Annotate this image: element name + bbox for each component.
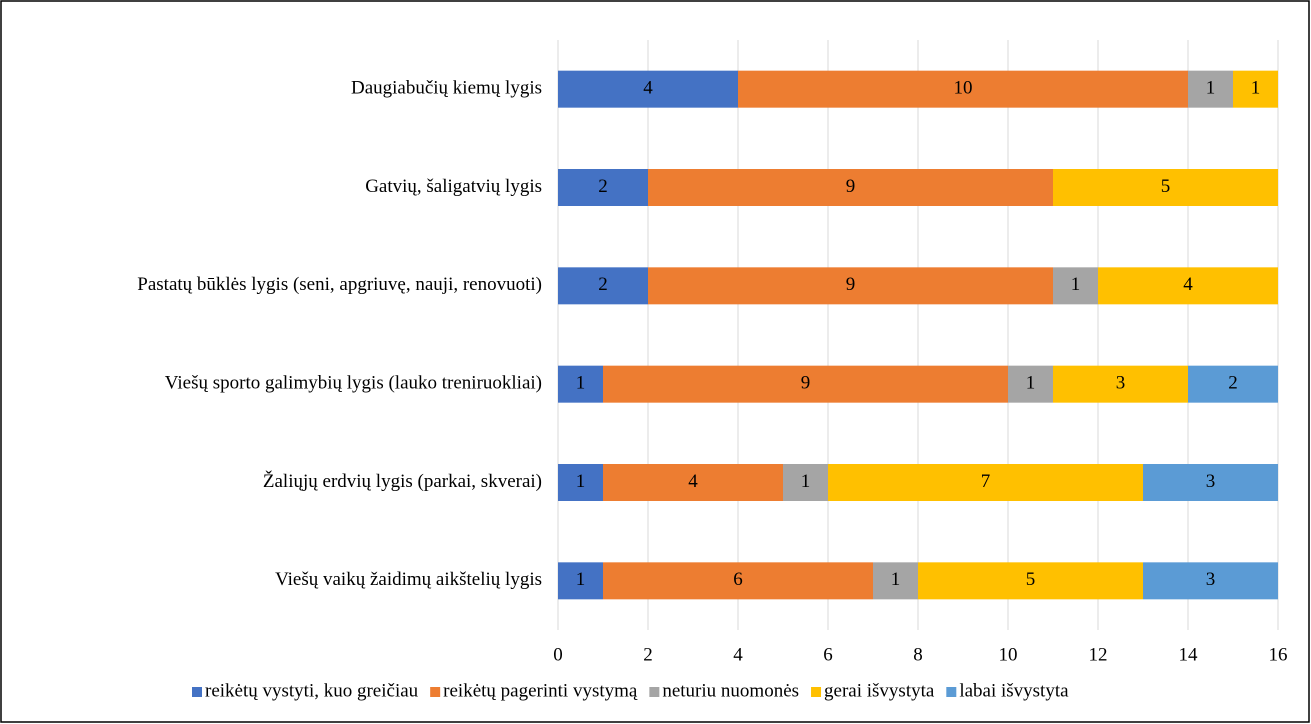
x-tick-label: 8 [913, 644, 923, 665]
bar-segment [558, 464, 603, 501]
legend-label: reikėtų vystyti, kuo greičiau [205, 680, 419, 701]
bar-segment [1143, 464, 1278, 501]
data-label: 1 [1206, 78, 1216, 99]
bar-segment [558, 562, 603, 600]
bar-segment [603, 464, 783, 501]
data-label: 9 [801, 373, 811, 394]
bar-segment [648, 267, 1053, 305]
bar-segment [1188, 365, 1278, 403]
bar-segment [1233, 70, 1278, 108]
x-tick-label: 10 [999, 644, 1018, 665]
data-label: 1 [576, 471, 586, 492]
data-label: 9 [846, 176, 856, 197]
legend-label: labai išvystyta [959, 680, 1069, 701]
legend-label: reikėtų pagerinti vystymą [443, 680, 638, 701]
bar-segment [603, 365, 1008, 403]
bar-segment [783, 464, 828, 501]
bar-segment [1008, 365, 1053, 403]
bar-segment [873, 562, 918, 600]
legend-swatch [192, 687, 202, 697]
data-label: 4 [688, 471, 698, 492]
y-tick-label: Viešų sporto galimybių lygis (lauko tren… [165, 373, 542, 394]
bar-segment [1188, 70, 1233, 108]
y-tick-label: Viešų vaikų žaidimų aikštelių lygis [275, 569, 542, 590]
bar-segment [1053, 365, 1188, 403]
y-tick-label: Žaliųjų erdvių lygis (parkai, skverai) [263, 470, 542, 492]
x-tick-label: 2 [643, 644, 653, 665]
data-label: 5 [1026, 569, 1036, 590]
bar-segment [558, 365, 603, 403]
data-label: 1 [576, 569, 586, 590]
data-label: 4 [643, 78, 653, 99]
bar-segment [648, 169, 1053, 206]
bar-segment [1053, 169, 1278, 206]
data-label: 1 [1026, 373, 1036, 394]
data-label: 2 [598, 176, 608, 197]
legend-swatch [430, 687, 441, 697]
bar-segment [828, 464, 1143, 501]
y-tick-label: Pastatų būklės lygis (seni, apgriuvę, na… [137, 274, 542, 295]
bar-segment [558, 267, 648, 305]
data-label: 3 [1206, 471, 1216, 492]
bar-segment [738, 70, 1188, 108]
data-label: 4 [1183, 274, 1193, 295]
legend-label: neturiu nuomonės [662, 680, 799, 701]
data-label: 3 [1116, 373, 1126, 394]
x-tick-label: 0 [553, 644, 563, 665]
x-tick-label: 6 [823, 644, 833, 665]
data-label: 1 [801, 471, 811, 492]
data-label: 7 [981, 471, 991, 492]
y-tick-label: Gatvių, šaligatvių lygis [365, 176, 542, 197]
data-label: 2 [1228, 373, 1238, 394]
x-tick-label: 16 [1269, 644, 1288, 665]
data-label: 10 [954, 78, 973, 99]
data-label: 5 [1161, 176, 1171, 197]
legend-swatch [946, 687, 957, 697]
x-tick-label: 14 [1179, 644, 1199, 665]
x-tick-label: 12 [1089, 644, 1108, 665]
data-label: 1 [1071, 274, 1081, 295]
legend-swatch [649, 687, 660, 697]
bar-segment [1053, 267, 1098, 305]
data-label: 9 [846, 274, 856, 295]
data-label: 1 [891, 569, 901, 590]
legend-label: gerai išvystyta [824, 680, 935, 701]
y-tick-label: Daugiabučių kiemų lygis [351, 78, 542, 99]
bar-segment [1143, 562, 1278, 600]
bar-segment [603, 562, 873, 600]
bar-segment [1098, 267, 1278, 305]
bar-segment [558, 169, 648, 206]
bar-segment [558, 70, 738, 108]
x-tick-label: 4 [733, 644, 743, 665]
data-label: 1 [1251, 78, 1261, 99]
data-label: 1 [576, 373, 586, 394]
bar-segment [918, 562, 1143, 600]
data-label: 3 [1206, 569, 1216, 590]
legend-swatch [811, 687, 822, 697]
data-label: 6 [733, 569, 743, 590]
data-label: 2 [598, 274, 608, 295]
